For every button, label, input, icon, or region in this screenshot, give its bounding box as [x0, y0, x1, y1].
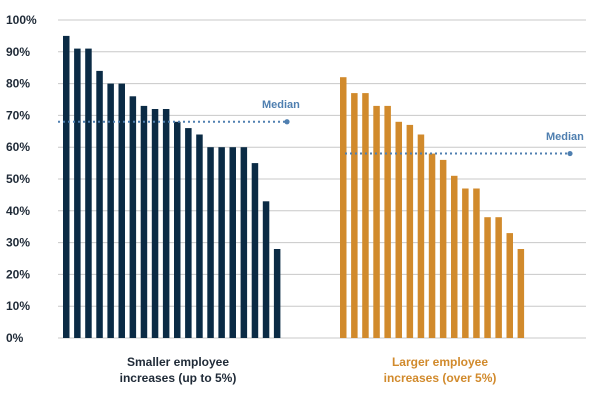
bar-series1-9 [151, 109, 159, 338]
bar-series1-17 [240, 147, 248, 338]
bar-series1-19 [262, 201, 270, 338]
median-dot-series2 [567, 150, 573, 157]
bar-series2-12 [462, 188, 469, 338]
group-label-series2-line2: increases (over 5%) [384, 371, 497, 385]
bar-series2-13 [473, 188, 480, 338]
bar-series1-10 [162, 109, 170, 338]
bar-series1-16 [229, 147, 236, 338]
bar-series2-14 [484, 217, 491, 338]
y-tick-label: 10% [6, 299, 30, 313]
y-tick-label: 70% [6, 108, 30, 122]
group-label-series2-line1: Larger employee [392, 355, 488, 369]
median-label-series2: Median [546, 131, 584, 143]
y-tick-label: 90% [6, 45, 30, 59]
bar-series2-17 [517, 249, 525, 338]
bar-series1-20 [273, 249, 281, 338]
bar-series2-5 [384, 105, 391, 339]
bar-series2-2 [351, 93, 358, 338]
bar-series2-16 [506, 233, 513, 338]
bar-series2-7 [406, 124, 414, 339]
y-tick-label: 40% [6, 204, 30, 218]
bar-series1-6 [118, 83, 125, 338]
y-tick-label: 60% [6, 140, 30, 154]
y-tick-label: 80% [6, 77, 30, 91]
bar-series2-1 [340, 77, 347, 338]
bar-series2-9 [428, 153, 436, 338]
bar-series1-3 [85, 48, 92, 338]
y-tick-label: 30% [6, 236, 30, 250]
median-label-series1: Median [262, 99, 300, 111]
bar-series2-10 [439, 159, 447, 338]
bar-series1-4 [96, 70, 103, 339]
bar-series1-14 [207, 147, 214, 338]
bar-series2-4 [373, 105, 380, 339]
bar-series1-13 [196, 134, 203, 338]
y-tick-label: 50% [6, 172, 30, 186]
bar-series1-12 [185, 128, 192, 338]
bar-series2-11 [451, 175, 458, 338]
bar-series2-3 [362, 93, 369, 338]
bar-series2-15 [495, 217, 502, 338]
bar-series1-11 [174, 121, 181, 338]
y-tick-label: 0% [6, 331, 24, 345]
bar-series1-5 [107, 83, 114, 338]
y-tick-label: 100% [6, 13, 37, 27]
y-tick-label: 20% [6, 267, 30, 281]
bar-series1-1 [63, 35, 70, 339]
bar-series1-7 [129, 96, 137, 338]
group-label-series1-line2: increases (up to 5%) [120, 371, 237, 385]
group-label-series1-line1: Smaller employee [127, 355, 229, 369]
bar-series1-15 [218, 147, 225, 338]
bar-series1-2 [74, 48, 81, 338]
bar-series1-8 [140, 105, 148, 339]
bar-series2-8 [417, 134, 425, 338]
median-dot-series1 [284, 119, 290, 125]
bar-series2-6 [395, 121, 402, 338]
bar-series1-18 [251, 163, 259, 338]
